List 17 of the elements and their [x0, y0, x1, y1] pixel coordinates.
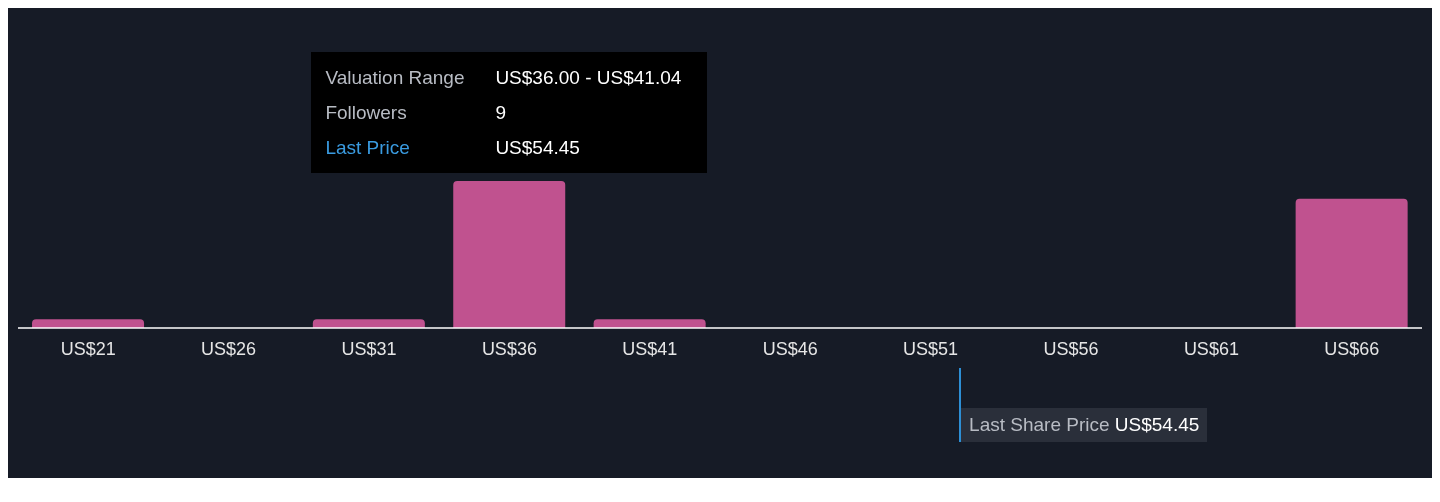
x-tick-label: US$21 — [60, 338, 116, 359]
x-tick-label: US$41 — [622, 338, 678, 359]
x-tick-label: US$36 — [481, 338, 537, 359]
text: US$54.45 — [495, 136, 580, 159]
x-tick-label: US$31 — [341, 338, 397, 359]
x-tick-label: US$46 — [762, 338, 818, 359]
x-tick-label: US$51 — [903, 338, 959, 359]
text: 9 — [495, 101, 506, 124]
x-tick-label: US$26 — [201, 338, 257, 359]
x-tick-label: US$61 — [1183, 338, 1239, 359]
text: Last Share Price US$54.45 — [969, 414, 1200, 435]
text: US$36.00 - US$41.04 — [495, 66, 682, 89]
x-tick-label: US$66 — [1324, 338, 1380, 359]
x-tick-label: US$56 — [1043, 338, 1099, 359]
text: Last Price — [325, 136, 411, 159]
text: Valuation Range — [325, 66, 466, 89]
text: Followers — [325, 101, 408, 124]
